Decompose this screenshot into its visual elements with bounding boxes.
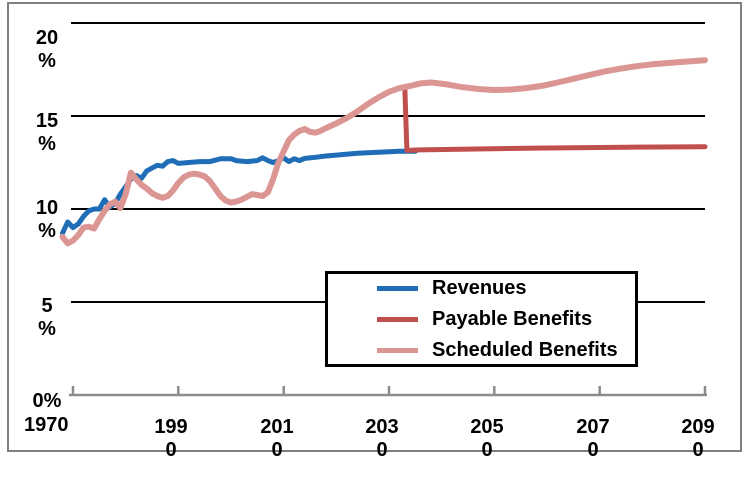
- series-line-scheduled-benefits: [59, 57, 708, 247]
- legend-item-revenues: Revenues: [377, 275, 635, 302]
- chart-legend: Revenues Payable Benefits Scheduled Bene…: [325, 271, 638, 367]
- chart-outer-frame: [7, 2, 742, 452]
- legend-label-payable-benefits: Payable Benefits: [432, 308, 593, 330]
- revenues-line-swatch: [377, 285, 418, 291]
- series-line-revenues: [60, 148, 418, 236]
- payable-benefits-line-swatch: [377, 316, 418, 322]
- series-line-payable-benefits: [402, 84, 708, 153]
- scheduled-benefits-line-swatch: [377, 347, 418, 353]
- legend-label-revenues: Revenues: [432, 277, 527, 299]
- legend-item-scheduled-benefits: Scheduled Benefits: [377, 337, 635, 364]
- legend-item-payable-benefits: Payable Benefits: [377, 306, 635, 333]
- legend-label-scheduled-benefits: Scheduled Benefits: [432, 339, 618, 361]
